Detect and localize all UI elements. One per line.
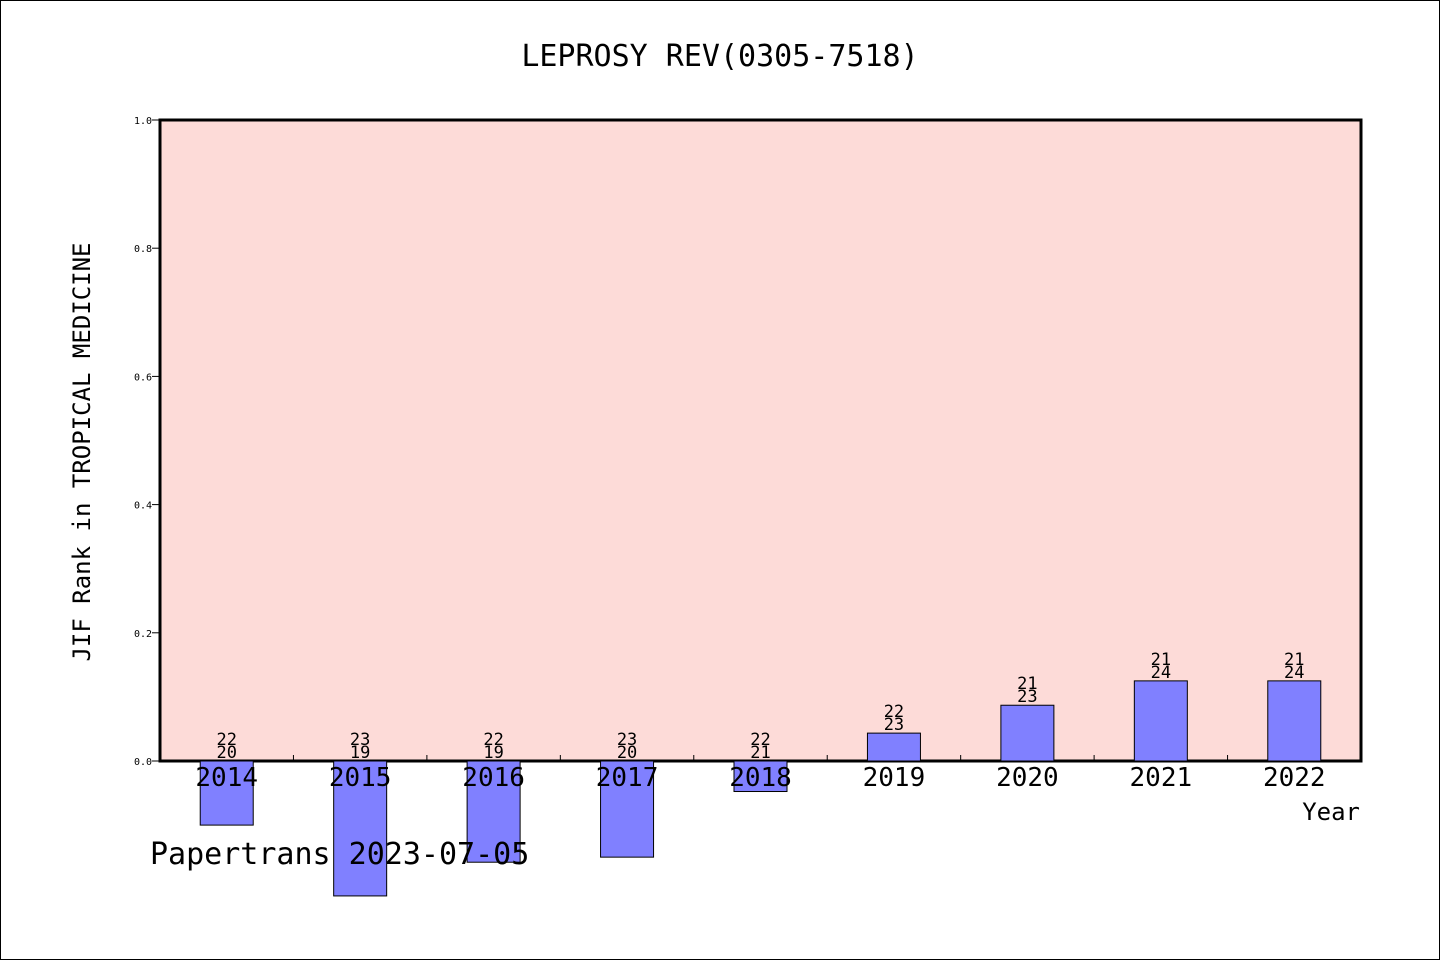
y-tick-label: 1.0 bbox=[134, 116, 152, 127]
bar-total-label: 20 bbox=[617, 743, 637, 763]
bar bbox=[1133, 680, 1188, 762]
x-tick-label: 2018 bbox=[729, 763, 792, 793]
x-tick-label: 2016 bbox=[462, 763, 525, 793]
y-tick-label: 0.4 bbox=[134, 501, 152, 512]
x-axis-title: Year bbox=[1302, 798, 1360, 826]
bar-total-label: 24 bbox=[1151, 663, 1171, 683]
x-tick-label: 2020 bbox=[996, 763, 1059, 793]
bar-total-label: 19 bbox=[483, 743, 503, 763]
bar bbox=[466, 760, 521, 863]
bar bbox=[600, 760, 655, 858]
x-tick-label: 2015 bbox=[329, 763, 392, 793]
y-tick-label: 0.0 bbox=[134, 757, 152, 768]
watermark: Papertrans 2023-07-05 bbox=[150, 837, 529, 872]
x-axis-labels: 2014 2015 2016 2017 2018 2019 2020 2021 2022 bbox=[195, 763, 1325, 793]
x-tick-label: 2014 bbox=[195, 763, 258, 793]
bar-total-label: 21 bbox=[750, 743, 770, 763]
bar-rank-label: 22 bbox=[884, 702, 904, 722]
y-tick-label: 0.2 bbox=[134, 629, 152, 640]
bar-rank-label: 22 bbox=[483, 730, 503, 750]
bar-total-label: 23 bbox=[884, 715, 904, 735]
x-tick-label: 2021 bbox=[1130, 763, 1193, 793]
bar bbox=[1267, 680, 1322, 762]
chart-title: LEPROSY REV(0305-7518) bbox=[521, 39, 918, 74]
bar-total-label: 23 bbox=[1017, 687, 1037, 707]
x-tick-label: 2017 bbox=[596, 763, 659, 793]
bar bbox=[733, 760, 788, 793]
bar-total-label: 24 bbox=[1284, 663, 1304, 683]
bar-rank-label: 21 bbox=[1284, 650, 1304, 670]
bar bbox=[866, 732, 921, 762]
x-tick-label: 2019 bbox=[863, 763, 926, 793]
bar bbox=[199, 760, 254, 826]
bar-rank-label: 23 bbox=[617, 730, 637, 750]
bar bbox=[333, 760, 388, 897]
x-axis-ticks bbox=[292, 755, 1229, 761]
bar-rank-label: 22 bbox=[750, 730, 770, 750]
bar-rank-label: 23 bbox=[350, 730, 370, 750]
bar-rank-label: 21 bbox=[1017, 674, 1037, 694]
y-axis-ticks: 0.0 0.2 0.4 0.6 0.8 1.0 bbox=[134, 116, 160, 768]
bar-total-label: 20 bbox=[216, 743, 236, 763]
y-tick-label: 0.8 bbox=[134, 244, 152, 255]
plot-area bbox=[158, 118, 1363, 763]
y-axis-title: JIF Rank in TROPICAL MEDICINE bbox=[68, 242, 96, 661]
y-tick-label: 0.6 bbox=[134, 372, 152, 383]
bar-rank-label: 21 bbox=[1151, 650, 1171, 670]
x-tick-label: 2022 bbox=[1263, 763, 1326, 793]
bar bbox=[1000, 704, 1055, 762]
bar-rank-label: 22 bbox=[216, 730, 236, 750]
bar-total-label: 19 bbox=[350, 743, 370, 763]
bars bbox=[199, 680, 1322, 897]
